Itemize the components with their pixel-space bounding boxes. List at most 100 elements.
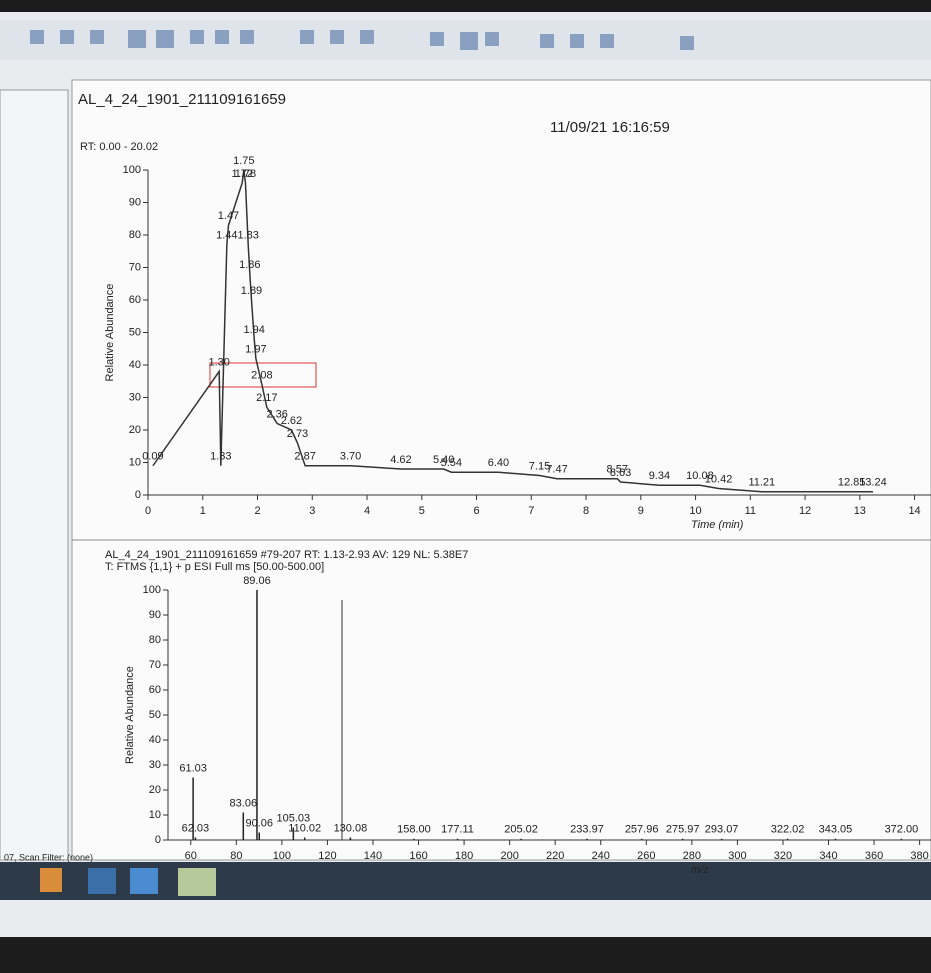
x-tick-label: 100 xyxy=(273,850,291,862)
x-tick-label: 11 xyxy=(745,505,756,517)
x-tick-label: 140 xyxy=(364,850,382,862)
peak-label: 61.03 xyxy=(179,762,207,774)
y-tick-label: 70 xyxy=(129,261,141,273)
x-tick-label: 13 xyxy=(854,505,866,517)
peak-label: 2.73 xyxy=(287,428,308,440)
main-panel xyxy=(71,79,931,861)
x-tick-label: 7 xyxy=(528,505,534,517)
x-tick-label: 280 xyxy=(683,850,701,862)
y-tick-label: 0 xyxy=(135,489,141,501)
peak-label: 83.06 xyxy=(230,797,258,809)
peak-label: 158.00 xyxy=(397,824,431,836)
peak-label: 8.63 xyxy=(610,467,631,479)
x-tick-label: 220 xyxy=(546,850,564,862)
peak-label: 110.02 xyxy=(288,822,321,834)
peak-label: 257.96 xyxy=(625,824,659,836)
x-tick-label: 300 xyxy=(728,850,746,862)
y-tick-label: 100 xyxy=(143,584,161,596)
x-tick-label: 10 xyxy=(689,505,701,517)
y-tick-label: 20 xyxy=(129,424,141,436)
x-tick-label: 320 xyxy=(774,850,792,862)
peak-label: 2.87 xyxy=(294,451,315,463)
peak-label: 1.33 xyxy=(210,451,231,463)
toolbar-icons xyxy=(30,30,694,50)
peak-label: 233.97 xyxy=(570,824,604,836)
x-tick-label: 80 xyxy=(230,850,242,862)
peak-label: 2.36 xyxy=(267,408,288,420)
left-panel xyxy=(0,89,69,861)
y-axis-label: Relative Abundance xyxy=(124,666,136,764)
x-tick-label: 14 xyxy=(908,505,920,517)
date: 11/09/21 16:16:59 xyxy=(550,119,670,136)
peak-label: 3.70 xyxy=(340,451,361,463)
file-title: AL_4_24_1901_211109161659 xyxy=(78,91,286,108)
x-tick-label: 12 xyxy=(799,505,811,517)
y-tick-label: 20 xyxy=(149,784,161,796)
peak-label: 4.62 xyxy=(390,454,411,466)
x-tick-label: 9 xyxy=(638,505,644,517)
x-tick-label: 240 xyxy=(592,850,610,862)
peak-label: 12.85 xyxy=(838,477,866,489)
peak-label: 13.24 xyxy=(859,477,887,489)
taskbar-icons xyxy=(40,868,216,896)
y-tick-label: 50 xyxy=(149,709,161,721)
x-tick-label: 380 xyxy=(910,850,928,862)
peak-label: 7.47 xyxy=(546,464,567,476)
peak-label: 343.05 xyxy=(819,824,853,836)
y-tick-label: 100 xyxy=(123,164,141,176)
y-tick-label: 40 xyxy=(149,734,161,746)
peak-label: 1.86 xyxy=(239,259,260,271)
x-axis-label: m/z xyxy=(691,864,709,876)
y-tick-label: 60 xyxy=(129,294,141,306)
x-tick-label: 2 xyxy=(254,505,260,517)
peak-label: 1.30 xyxy=(208,356,229,368)
x-tick-label: 4 xyxy=(364,505,370,517)
x-tick-label: 180 xyxy=(455,850,473,862)
x-tick-label: 340 xyxy=(819,850,837,862)
peak-label: 2.17 xyxy=(256,392,277,404)
peak-label: 1.78 xyxy=(235,168,256,180)
x-tick-label: 6 xyxy=(473,505,479,517)
x-tick-label: 0 xyxy=(145,505,151,517)
peak-label: 8.57 xyxy=(607,464,628,476)
x-tick-label: 360 xyxy=(865,850,883,862)
peak-label: 7.15 xyxy=(529,460,550,472)
peak-label: 1.94 xyxy=(244,324,265,336)
y-tick-label: 90 xyxy=(129,196,141,208)
y-tick-label: 70 xyxy=(149,659,161,671)
x-tick-label: 120 xyxy=(318,850,336,862)
y-axis-label: Relative Abundance xyxy=(104,284,116,382)
y-tick-label: 80 xyxy=(149,634,161,646)
peak-label: 0.09 xyxy=(142,451,163,463)
y-tick-label: 40 xyxy=(129,359,141,371)
y-tick-label: 60 xyxy=(149,684,161,696)
peak-label: 11.21 xyxy=(748,477,775,489)
peak-label: 62.03 xyxy=(182,822,210,834)
x-tick-label: 260 xyxy=(637,850,655,862)
x-tick-label: 60 xyxy=(185,850,197,862)
x-axis-label: Time (min) xyxy=(691,519,744,531)
peak-label: 5.40 xyxy=(433,454,454,466)
x-tick-label: 3 xyxy=(309,505,315,517)
peak-label: 205.02 xyxy=(504,824,538,836)
peak-label: 9.34 xyxy=(649,470,670,482)
peak-label: 2.08 xyxy=(251,369,272,381)
peak-label: 90.06 xyxy=(245,817,273,829)
peak-label: 130.08 xyxy=(334,822,368,834)
peak-label: 2.62 xyxy=(281,415,302,427)
y-tick-label: 0 xyxy=(155,834,161,846)
peak-label: 10.08 xyxy=(686,470,714,482)
peak-label: 372.00 xyxy=(885,824,919,836)
x-tick-label: 8 xyxy=(583,505,589,517)
peak-label: 1.97 xyxy=(245,343,266,355)
x-tick-label: 200 xyxy=(500,850,518,862)
peak-label: 6.40 xyxy=(488,457,509,469)
y-tick-label: 10 xyxy=(129,456,141,468)
peak-label: 5.54 xyxy=(441,457,462,469)
peak-label: 1.44 xyxy=(216,230,237,242)
peak-label: 10.42 xyxy=(705,473,733,485)
peak-label: 105.03 xyxy=(277,812,311,824)
chart-subtitle: T: FTMS {1,1} + p ESI Full ms [50.00-500… xyxy=(105,561,324,573)
y-tick-label: 80 xyxy=(129,229,141,241)
